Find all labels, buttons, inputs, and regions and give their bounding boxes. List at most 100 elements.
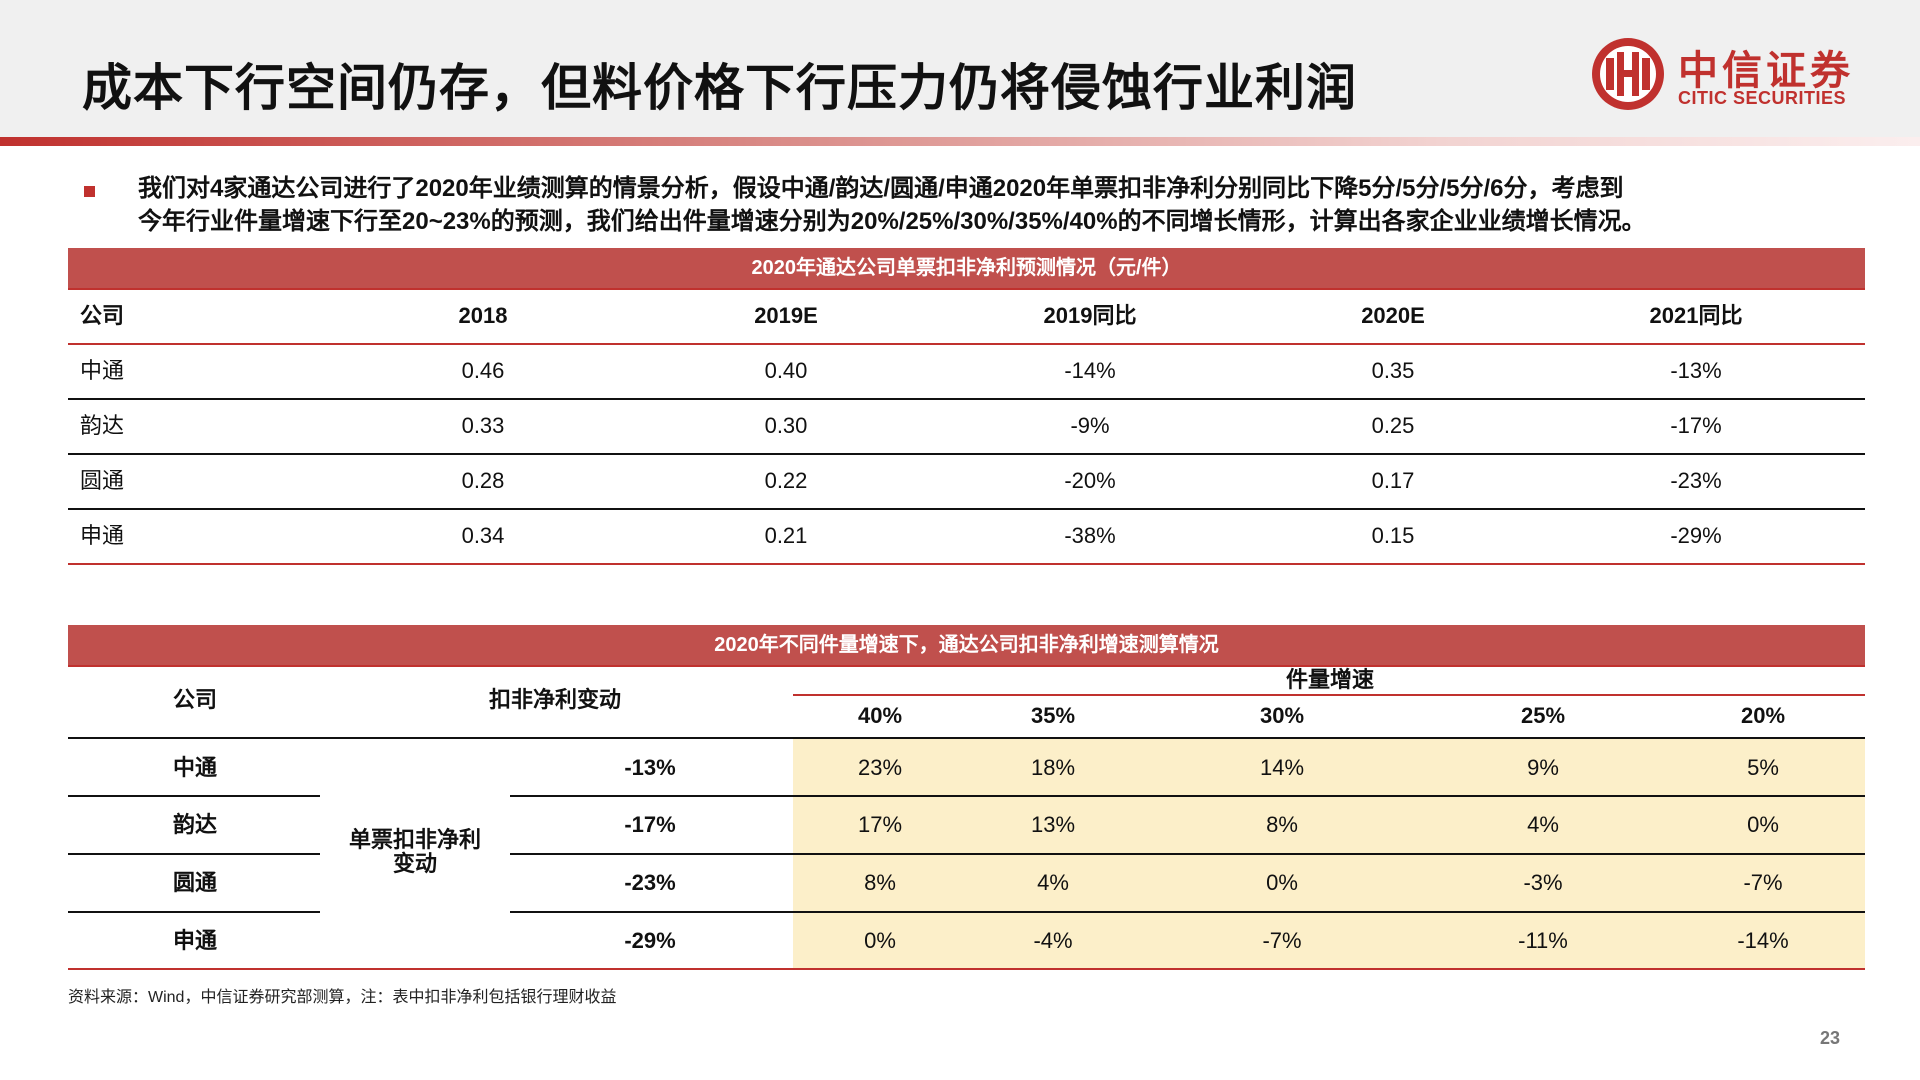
table-row: 圆通 0.28 0.22 -20% 0.17 -23% xyxy=(68,453,1865,508)
table-cell: -14% xyxy=(1064,358,1116,383)
citic-logo: 中信证券 CITIC SECURITIES xyxy=(1590,36,1890,116)
row-divider xyxy=(68,795,320,797)
bullet-square-icon xyxy=(84,186,95,197)
table1-header-cell: 2019同比 xyxy=(1043,303,1137,328)
table-cell: 17% xyxy=(857,812,903,837)
table-cell: 8% xyxy=(864,870,896,895)
table-cell: 0.35 xyxy=(1371,358,1415,383)
table-cell: 0.17 xyxy=(1371,468,1415,493)
table2-top-rule xyxy=(68,665,1865,667)
merged-row-label-line2: 变动 xyxy=(392,851,437,876)
table-cell: 18% xyxy=(1030,755,1076,780)
table-cell: 5% xyxy=(1747,755,1779,780)
table-cell: 4% xyxy=(1527,812,1559,837)
intro-paragraph: 我们对4家通达公司进行了2020年业绩测算的情景分析，假设中通/韵达/圆通/申通… xyxy=(138,172,1858,238)
table-cell: -9% xyxy=(1070,413,1110,438)
table-cell: -20% xyxy=(1064,468,1116,493)
table-cell: -13% xyxy=(1670,358,1722,383)
table1-header-cell: 2021同比 xyxy=(1649,303,1743,328)
table-cell: 0% xyxy=(864,928,896,953)
table-cell: 14% xyxy=(1259,755,1305,780)
row-divider xyxy=(68,453,1865,455)
growth-header-rule xyxy=(793,694,1865,696)
table1-top-rule xyxy=(68,288,1865,290)
table1-bottom-rule xyxy=(68,563,1865,565)
growth-col-header: 35% xyxy=(1030,703,1076,728)
table1-header-cell: 2019E xyxy=(754,303,818,328)
table-cell: -3% xyxy=(1523,870,1563,895)
table-cell: -23% xyxy=(1670,468,1722,493)
table-cell: 0.25 xyxy=(1371,413,1415,438)
table-cell: -17% xyxy=(1670,413,1722,438)
table-cell: 23% xyxy=(857,755,903,780)
table-row: 韵达 0.33 0.30 -9% 0.25 -17% xyxy=(68,398,1865,453)
company-cell: 中通 xyxy=(80,358,125,383)
table2-header-company: 公司 xyxy=(172,687,217,712)
company-cell: 申通 xyxy=(172,928,217,953)
table1-header-row: 公司 2018 2019E 2019同比 2020E 2021同比 xyxy=(68,288,1865,343)
row-divider xyxy=(68,911,320,913)
intro-line-1: 我们对4家通达公司进行了2020年业绩测算的情景分析，假设中通/韵达/圆通/申通… xyxy=(138,175,1624,202)
table-cell: 0.22 xyxy=(764,468,808,493)
table-cell: 8% xyxy=(1266,812,1298,837)
table1-header-cell: 2020E xyxy=(1361,303,1425,328)
company-cell: 韵达 xyxy=(80,413,125,438)
company-cell: 韵达 xyxy=(172,812,217,837)
table-row: 中通 0.46 0.40 -14% 0.35 -13% xyxy=(68,343,1865,398)
table-cell: 0.40 xyxy=(764,358,808,383)
table2-header-change: 扣非净利变动 xyxy=(488,687,621,712)
row-divider xyxy=(510,795,1865,797)
table-cell: 0% xyxy=(1266,870,1298,895)
table1-header-rule xyxy=(68,343,1865,345)
merged-row-label-line1: 单票扣非净利 xyxy=(348,827,481,852)
table-cell: 13% xyxy=(1030,812,1076,837)
company-cell: 圆通 xyxy=(80,468,125,493)
table-cell: -7% xyxy=(1743,870,1783,895)
row-divider xyxy=(68,398,1865,400)
table-cell: -4% xyxy=(1033,928,1073,953)
table-cell: 0.28 xyxy=(461,468,505,493)
table1-header-cell: 公司 xyxy=(80,303,125,328)
table-cell: -38% xyxy=(1064,523,1116,548)
growth-col-header: 40% xyxy=(857,703,903,728)
table-cell: 0.30 xyxy=(764,413,808,438)
table-cell: 0% xyxy=(1747,812,1779,837)
table-cell: -7% xyxy=(1262,928,1302,953)
intro-line-2: 今年行业件量增速下行至20~23%的预测，我们给出件量增速分别为20%/25%/… xyxy=(138,208,1646,235)
table-cell: 0.21 xyxy=(764,523,808,548)
header-accent-line xyxy=(0,137,1920,146)
company-cell: 圆通 xyxy=(172,870,217,895)
change-cell: -23% xyxy=(624,870,676,895)
change-cell: -13% xyxy=(624,755,676,780)
source-footnote: 资料来源：Wind，中信证券研究部测算，注：表中扣非净利包括银行理财收益 xyxy=(68,989,617,1006)
table-cell: -11% xyxy=(1518,928,1568,953)
table-cell: 4% xyxy=(1037,870,1069,895)
row-divider xyxy=(68,508,1865,510)
growth-col-header: 20% xyxy=(1740,703,1786,728)
table2-title-band: 2020年不同件量增速下，通达公司扣非净利增速测算情况 xyxy=(68,625,1865,665)
table-cell: 0.46 xyxy=(461,358,505,383)
page-number: 23 xyxy=(1820,1028,1841,1048)
logo-chinese-name: 中信证券 xyxy=(1678,48,1854,94)
table2-header-growth: 件量增速 xyxy=(1285,667,1374,692)
company-cell: 申通 xyxy=(80,523,125,548)
row-divider xyxy=(510,911,1865,913)
table-row: 申通 0.34 0.21 -38% 0.15 -29% xyxy=(68,508,1865,563)
logo-english-name: CITIC SECURITIES xyxy=(1678,88,1847,108)
company-cell: 中通 xyxy=(172,755,217,780)
change-cell: -17% xyxy=(624,812,676,837)
table-cell: 0.34 xyxy=(461,523,505,548)
table1-title-band: 2020年通达公司单票扣非净利预测情况（元/件） xyxy=(68,248,1865,288)
table-cell: 0.33 xyxy=(461,413,505,438)
row-divider xyxy=(68,853,320,855)
citic-emblem-icon xyxy=(1592,38,1664,110)
row-divider xyxy=(510,853,1865,855)
slide-title: 成本下行空间仍存，但料价格下行压力仍将侵蚀行业利润 xyxy=(82,60,1357,116)
growth-col-header: 25% xyxy=(1520,703,1566,728)
table-cell: 0.15 xyxy=(1371,523,1415,548)
table2-header-bottom-rule xyxy=(68,737,1865,739)
table-cell: 9% xyxy=(1527,755,1559,780)
merged-row-label: 单票扣非净利 变动 xyxy=(325,828,505,876)
growth-col-header: 30% xyxy=(1259,703,1305,728)
table2-bottom-rule xyxy=(68,968,1865,970)
